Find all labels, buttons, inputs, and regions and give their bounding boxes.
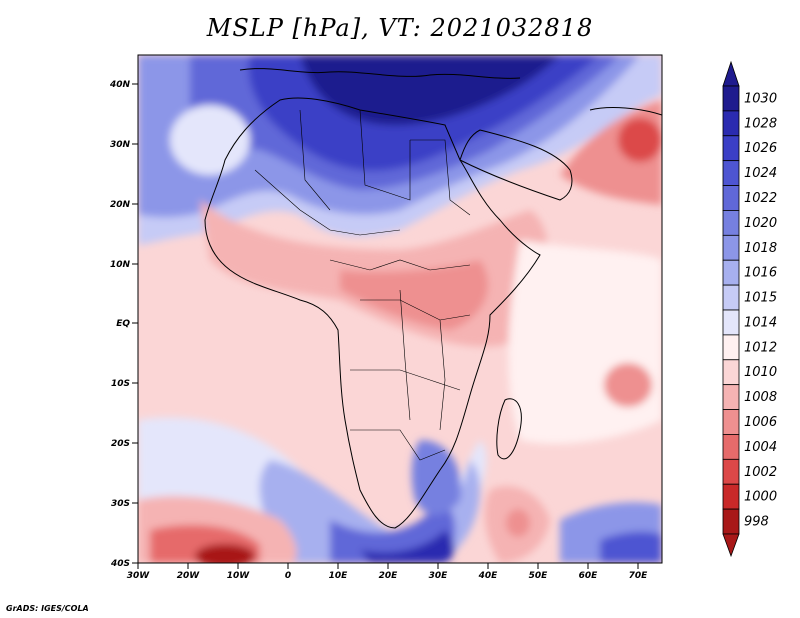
arabia-coastline [459, 129, 573, 201]
border-equatorial [360, 299, 471, 321]
lon-label-20e: 20E [379, 571, 399, 581]
lat-label-eq: EQ [116, 319, 130, 329]
colorbar-swatch [722, 334, 740, 361]
colorbar-label: 1022 [744, 191, 777, 206]
asia-coastline [589, 107, 662, 116]
colorbar-label: 1020 [744, 216, 777, 231]
footer-credit: GrADS: IGES/COLA [6, 604, 89, 613]
colorbar-label: 1030 [744, 91, 777, 106]
longitude-axis: 30W 20W 10W 0 10E 20E 30E 40E 50E 60E 70… [127, 563, 648, 581]
colorbar-swatch [722, 160, 740, 186]
colorbar-label: 1026 [744, 141, 777, 156]
lon-label-10e: 10E [329, 571, 349, 581]
colorbar-swatch [722, 409, 740, 435]
colorbar-top-arrow [722, 60, 740, 87]
lon-label-50e: 50E [529, 571, 549, 581]
field-south-high-outer [259, 460, 480, 563]
colorbar-label: 1024 [744, 166, 777, 181]
lat-label-40s: 40S [110, 559, 130, 569]
lat-label-10s: 10S [111, 379, 130, 389]
colorbar-swatch [722, 85, 740, 112]
field-sahel-core [340, 260, 489, 330]
coastlines [204, 68, 662, 529]
lon-label-70e: 70E [629, 571, 649, 581]
colorbar-swatch [722, 458, 740, 485]
colorbar-label: 1014 [744, 315, 777, 330]
latitude-axis: 40N 30N 20N 10N EQ 10S 20S 30S 40S [109, 80, 138, 569]
colorbar-swatch [722, 259, 740, 286]
colorbar-label: 1004 [744, 440, 777, 455]
lat-label-30s: 30S [111, 499, 130, 509]
colorbar-swatch [722, 483, 740, 510]
colorbar-label: 998 [744, 515, 769, 530]
lon-label-30w: 30W [127, 571, 151, 581]
colorbar-label: 1012 [744, 340, 777, 355]
lon-label-30e: 30E [429, 571, 449, 581]
border-congo-north-south [399, 289, 411, 421]
country-borders [254, 109, 471, 461]
europe-coastline [239, 68, 521, 79]
field-indian-ocean-high-core [600, 531, 662, 563]
field-high-core [300, 55, 560, 126]
border-angola-zambia [350, 369, 461, 391]
field-indian-ocean-pale [508, 240, 662, 444]
colorbar-label: 1028 [744, 116, 777, 131]
colorbar-swatch [722, 309, 740, 336]
border-sahara-south [254, 169, 401, 236]
pressure-field [138, 55, 662, 563]
colorbar-label: 1018 [744, 241, 777, 256]
colorbar: 1030 1028 1026 1024 1022 1020 1018 1016 1015 1014… [722, 60, 777, 558]
lat-label-40n: 40N [109, 80, 131, 90]
colorbar-swatch [722, 384, 740, 410]
border-namibia-botswana [350, 429, 446, 461]
colorbar-swatch [722, 284, 740, 311]
lat-label-20n: 20N [110, 200, 131, 210]
colorbar-label: 1000 [744, 490, 777, 505]
map-title: MSLP [hPa], VT: 2021032818 [206, 14, 594, 42]
colorbar-swatch [722, 434, 740, 460]
colorbar-swatch [722, 210, 740, 236]
field-south-atlantic-low-core [195, 544, 255, 563]
colorbar-swatch [722, 110, 740, 137]
colorbar-label: 1008 [744, 390, 777, 405]
field-indian-ocean-low [604, 363, 652, 407]
africa-coastline [204, 97, 541, 529]
field-south-high-core [360, 530, 455, 563]
lat-label-30n: 30N [110, 140, 131, 150]
field-madagascar-core [506, 509, 530, 537]
lon-label-20w: 20W [177, 571, 201, 581]
lon-label-10w: 10W [227, 571, 251, 581]
border-central-belt [329, 259, 471, 271]
lon-label-40e: 40E [478, 571, 499, 581]
colorbar-label: 1016 [744, 266, 777, 281]
border-egypt-sudan [410, 139, 471, 216]
colorbar-label: 1002 [744, 465, 777, 480]
plot-frame [137, 54, 663, 564]
madagascar-coastline [496, 398, 522, 460]
colorbar-swatch [722, 185, 740, 211]
border-algeria-mali [299, 109, 331, 211]
colorbar-swatch [722, 135, 740, 162]
border-libya-chad [359, 109, 411, 201]
colorbar-label: 1015 [744, 291, 777, 306]
colorbar-swatch [722, 508, 740, 535]
lat-label-10n: 10N [110, 260, 131, 270]
field-southeast-africa-ridge [411, 440, 461, 515]
border-east-africa [439, 319, 446, 431]
colorbar-bottom-arrow [722, 533, 740, 558]
colorbar-swatch [722, 359, 740, 386]
colorbar-label: 1010 [744, 365, 777, 380]
colorbar-label: 1006 [744, 415, 777, 430]
colorbar-swatch [722, 234, 740, 261]
lat-label-20s: 20S [111, 439, 130, 449]
lon-label-60e: 60E [579, 571, 599, 581]
field-azores-ridge [170, 105, 250, 175]
field-pakistan-core [618, 118, 662, 162]
lon-label-0: 0 [285, 571, 291, 581]
